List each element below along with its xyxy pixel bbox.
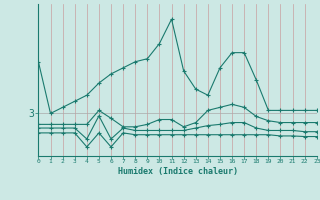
- X-axis label: Humidex (Indice chaleur): Humidex (Indice chaleur): [118, 167, 238, 176]
